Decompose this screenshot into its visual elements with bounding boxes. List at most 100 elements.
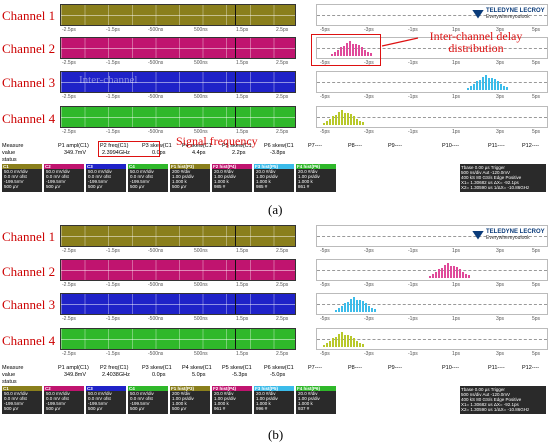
channel-setting-box[interactable]: C4 50.0 mV/div 0.0 mV ofst -199.5mV 500 µV bbox=[128, 386, 168, 414]
channel-setting-box[interactable]: C3 50.0 mV/div 0.0 mV ofst -199.5mV 500 µV bbox=[86, 164, 126, 192]
channel-setting-line: 500 µV bbox=[172, 406, 187, 411]
channel-setting-box[interactable]: C2 50.0 mV/div 0.0 mV ofst -199.5mV 500 µV bbox=[44, 386, 84, 414]
histogram-bar bbox=[356, 341, 358, 347]
channel-setting-box[interactable]: C1 50.0 mV/div 0.0 mV ofst -199.5mV 500 µV bbox=[2, 386, 42, 414]
channel-setting-line: 996 # bbox=[256, 406, 268, 411]
measure-status-row-b: status bbox=[2, 379, 17, 385]
histogram-bar bbox=[500, 84, 502, 90]
channel-setting-line: -199.5mV bbox=[46, 401, 66, 406]
histogram-bar bbox=[367, 52, 369, 56]
histogram-bar bbox=[435, 272, 437, 278]
channel-setting-line: 500 µV bbox=[88, 406, 103, 411]
histogram-bar bbox=[491, 78, 493, 90]
teledyne-lecroy-logo: TELEDYNE LECROY Everywhereyoulook bbox=[472, 8, 545, 20]
channel-3-label: Channel 3 bbox=[2, 75, 56, 90]
channel-setting-box[interactable]: F1 hist(P3) 200 #/div 1.00 ps/div 1.000 k 50… bbox=[170, 386, 210, 414]
histogram-bar bbox=[353, 116, 355, 125]
timebase-line: X2= 1.30590 us 1/ΔX= -10.86GHz bbox=[461, 407, 530, 412]
channel-settings-b: C1 50.0 mV/div 0.0 mV ofst -199.5mV 500 µV C2… bbox=[2, 386, 336, 414]
channel-setting-line: 1.000 k bbox=[298, 401, 313, 406]
timebase-line: Tbase 0.00 µs Trigger bbox=[461, 165, 505, 170]
histogram-bar bbox=[329, 341, 331, 347]
channel-setting-box[interactable]: C4 50.0 mV/div 0.0 mV ofst -199.5mV 500 µV bbox=[128, 164, 168, 192]
channel-setting-line: 1.00 ps/div bbox=[172, 396, 194, 401]
histogram-bar bbox=[335, 310, 337, 312]
histogram-bar bbox=[323, 345, 325, 347]
histogram-bar bbox=[338, 308, 340, 312]
timebase-line: 400 kS 80 GS/s Edge Positive bbox=[461, 397, 522, 402]
channel-setting-box[interactable]: C3 50.0 mV/div 0.0 mV ofst -199.5mV 500 µV bbox=[86, 386, 126, 414]
channel-setting-box[interactable]: C2 50.0 mV/div 0.0 mV ofst -199.5mV 500 µV bbox=[44, 164, 84, 192]
waveform-ch4[interactable] bbox=[60, 106, 296, 128]
histogram-bar bbox=[356, 119, 358, 125]
histogram-f4-ticks-b: -5ps -3ps -1ps 1ps 3ps 5ps bbox=[320, 351, 541, 357]
channel-setting-line: 50.0 mV/div bbox=[4, 391, 28, 396]
waveform-ch1[interactable] bbox=[60, 4, 296, 26]
channel-setting-line: 50.0 mV/div bbox=[4, 169, 28, 174]
histogram-f1-b[interactable] bbox=[316, 225, 548, 247]
histogram-bar bbox=[332, 116, 334, 125]
histogram-bar bbox=[343, 46, 345, 56]
channel-setting-box[interactable]: C1 50.0 mV/div 0.0 mV ofst -199.5mV 500 µV bbox=[2, 164, 42, 192]
histogram-bar bbox=[350, 114, 352, 125]
channel-setting-line: 50.0 mV/div bbox=[88, 391, 112, 396]
channel-3-label-b: Channel 3 bbox=[2, 297, 56, 312]
delay-distribution-annotation: Inter-channel delay distribution bbox=[429, 29, 523, 55]
timebase-box-b[interactable]: Tbase 0.00 µs Trigger 500 ns/div Aut -120… bbox=[460, 386, 546, 414]
channel-setting-header: C3 bbox=[86, 386, 126, 391]
channel-setting-line: 50.0 mV/div bbox=[88, 169, 112, 174]
timebase-box-a[interactable]: Tbase 0.00 µs Trigger 500 ns/div Aut -120… bbox=[460, 164, 546, 192]
histogram-bar bbox=[364, 50, 366, 56]
channel-setting-header: F2 hist(P4) bbox=[212, 164, 252, 169]
histogram-bar bbox=[429, 276, 431, 278]
waveform-ch1-b[interactable] bbox=[60, 225, 296, 247]
histogram-f1-ticks-b: -5ps -3ps -1ps 1ps 3ps 5ps bbox=[320, 248, 541, 254]
waveform-ch3-b[interactable] bbox=[60, 293, 296, 315]
histogram-bar bbox=[432, 274, 434, 278]
channel-setting-line: 1.000 k bbox=[172, 401, 187, 406]
waveform-ch2-b[interactable] bbox=[60, 259, 296, 281]
channel-setting-line: -199.5mV bbox=[4, 179, 24, 184]
histogram-f2-bars-b bbox=[429, 260, 470, 278]
histogram-f3-ticks: -5ps -3ps -1ps 1ps 3ps 5ps bbox=[320, 94, 541, 100]
channel-setting-line: 861 # bbox=[298, 184, 310, 189]
waveform-ch2-ticks: -2.5ps -1.5ps -500ns 500ns 1.5ps 2.5ps bbox=[62, 60, 289, 66]
channel-setting-header: F2 hist(P4) bbox=[212, 386, 252, 391]
channel-setting-header: F3 hist(P5) bbox=[254, 164, 294, 169]
histogram-f2-b[interactable] bbox=[316, 259, 548, 281]
histogram-bar bbox=[335, 115, 337, 125]
channel-setting-line: -199.5mV bbox=[88, 401, 108, 406]
histogram-f3[interactable] bbox=[316, 71, 548, 93]
histogram-bar bbox=[337, 50, 339, 56]
histogram-bar bbox=[355, 44, 357, 56]
waveform-ch4-ticks: -2.5ps -1.5ps -500ns 500ns 1.5ps 2.5ps bbox=[62, 129, 289, 135]
histogram-f3-bars bbox=[467, 72, 508, 90]
channel-setting-header: C1 bbox=[2, 386, 42, 391]
histogram-bar bbox=[344, 335, 346, 347]
histogram-bar bbox=[374, 309, 376, 312]
timebase-line: X2= 1.30590 us 1/ΔX= -10.86GHz bbox=[461, 185, 530, 190]
histogram-f3-b[interactable] bbox=[316, 293, 548, 315]
panel-b-label: (b) bbox=[268, 427, 284, 442]
histogram-bar bbox=[362, 122, 364, 125]
waveform-ch4-b[interactable] bbox=[60, 328, 296, 350]
channel-setting-box[interactable]: F1 hist(P3) 200 #/div 1.00 ps/div 1.000 k 50… bbox=[170, 164, 210, 192]
channel-setting-line: 1.000 k bbox=[298, 179, 313, 184]
histogram-f2[interactable] bbox=[316, 37, 548, 59]
histogram-bar bbox=[468, 275, 470, 278]
histogram-f1[interactable] bbox=[316, 4, 548, 26]
histogram-f4[interactable] bbox=[316, 106, 548, 128]
waveform-ch3[interactable]: Inter-channel bbox=[60, 71, 296, 93]
histogram-bar bbox=[462, 272, 464, 278]
histogram-bar bbox=[494, 79, 496, 90]
histogram-f4-b[interactable] bbox=[316, 328, 548, 350]
channel-setting-line: 1.00 ps/div bbox=[214, 174, 236, 179]
histogram-bar bbox=[352, 44, 354, 56]
waveform-ch2[interactable] bbox=[60, 37, 296, 59]
